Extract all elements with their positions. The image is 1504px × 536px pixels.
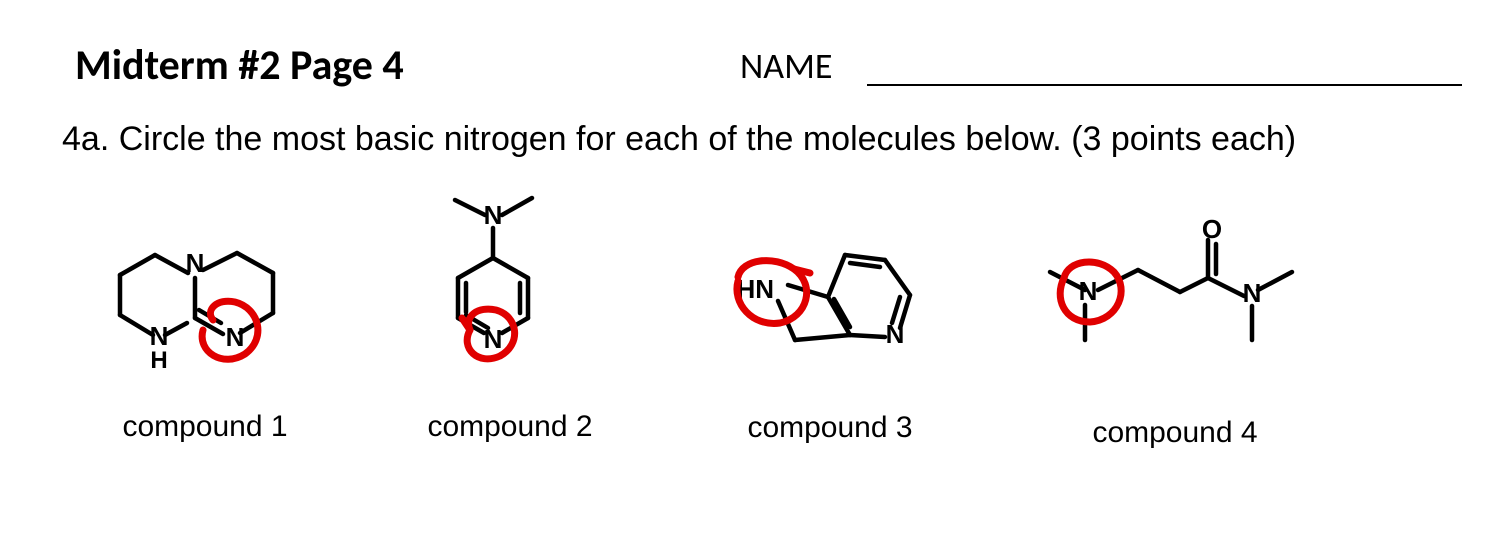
question-text: 4a. Circle the most basic nitrogen for e… (62, 120, 1296, 159)
svg-text:N: N (886, 319, 905, 349)
svg-text:N: N (484, 200, 503, 230)
name-input-line[interactable] (867, 84, 1462, 86)
exam-page: Midterm #2 Page 4 NAME 4a. Circle the mo… (0, 0, 1504, 536)
question-number: 4a. (62, 120, 109, 158)
compound-row: N N H N compound 1 (0, 180, 1504, 500)
compound-2: N N compound 2 (400, 180, 620, 444)
svg-text:N: N (1079, 276, 1098, 306)
compound-1-label: compound 1 (95, 410, 315, 444)
svg-text:N: N (484, 324, 503, 354)
compound-3-structure: HN N (700, 215, 960, 405)
compound-4-structure: N O N (1030, 200, 1320, 410)
svg-text:H: H (150, 347, 167, 374)
compound-1-structure: N N H N (95, 210, 315, 410)
svg-text:N: N (1243, 278, 1262, 308)
page-title: Midterm #2 Page 4 (75, 40, 404, 91)
question-body: Circle the most basic nitrogen for each … (119, 120, 1296, 158)
name-label: NAME (740, 44, 832, 88)
compound-3: HN N compound 3 (700, 215, 960, 445)
compound-3-label: compound 3 (700, 411, 960, 445)
svg-text:N: N (186, 248, 205, 278)
svg-text:O: O (1202, 214, 1222, 244)
compound-2-structure: N N (400, 180, 620, 410)
compound-1: N N H N compound 1 (95, 210, 315, 444)
compound-4-label: compound 4 (1030, 416, 1320, 450)
compound-2-label: compound 2 (400, 410, 620, 444)
compound-4: N O N compound 4 (1030, 200, 1320, 450)
svg-text:N: N (226, 322, 245, 352)
